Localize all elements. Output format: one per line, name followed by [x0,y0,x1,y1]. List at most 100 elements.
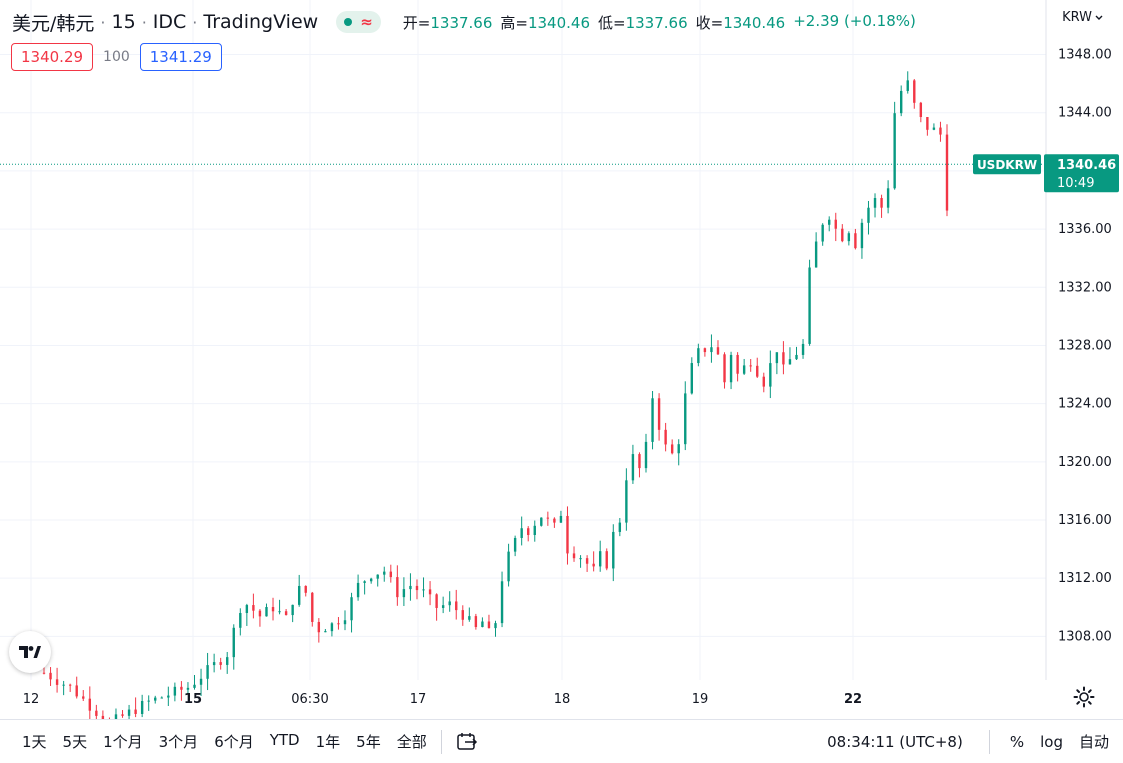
ohlc-open: 开=1337.66 [402,13,493,32]
price-tick-label: 1328.00 [1058,338,1112,353]
candle-body [880,197,883,208]
tradingview-logo-mark [19,646,41,658]
candle-body [297,585,301,605]
time-tick-label: 12 [23,692,40,707]
candle-body [500,581,504,624]
buy-price-button[interactable]: 1341.29 [139,43,222,71]
price-chart[interactable]: 1308.00 1312.00 1316.00 1320.00 1324.00 1328.… [0,0,1123,719]
candle-body [513,537,517,552]
utc-clock[interactable]: 08:34:11 (UTC+8) [827,732,963,751]
ohlc-values: 开=1337.66 高=1340.46 低=1337.66 收=1340.46 … [403,12,916,33]
price-tick-label: 1308.00 [1058,629,1112,644]
candle-body [670,444,674,454]
candle-body [369,578,373,582]
candle-body [618,522,622,532]
separator: · [141,12,147,32]
sell-price-button[interactable]: 1340.29 [11,43,94,71]
time-tick-label: 18 [554,692,571,707]
settings-gear-icon[interactable] [1073,686,1095,708]
candle-body [180,686,183,690]
candle-body [834,219,837,229]
candle-body [474,616,478,628]
candle-body [239,613,242,628]
price-tick-label: 1336.00 [1058,222,1112,237]
candle-body [343,620,347,625]
candle-body [612,531,615,569]
candle-body [376,574,379,579]
candle-body [854,233,857,249]
interval[interactable]: 15 [111,11,136,33]
range-button[interactable]: 5年 [356,733,381,751]
candle-body [788,359,792,365]
candle-body [324,631,327,633]
data-source: IDC [152,11,187,33]
candle-body [821,224,824,242]
candle-body [598,551,602,567]
candle-body [742,365,746,374]
candle-body [212,662,216,666]
ohlc-high: 高=1340.46 [500,13,590,32]
range-button[interactable]: 6个月 [214,733,254,751]
chart-grid [0,0,1046,680]
candle-body [566,515,569,554]
percent-scale-toggle[interactable]: % [1009,732,1025,751]
candle-body [271,607,275,612]
candle-body [363,581,366,583]
candle-body [226,657,229,665]
candle-body [409,585,412,590]
candle-body [775,352,779,364]
currency-selector[interactable]: KRW [1062,10,1103,25]
candle-body [585,558,589,564]
auto-scale-toggle[interactable]: 自动 [1078,733,1109,751]
symbol-tag-label: USDKRW [977,158,1037,172]
candle-body [716,347,720,355]
candle-body [801,343,805,355]
candle-body [199,678,203,685]
candle-body [592,563,595,567]
candle-body [134,709,137,714]
candle-body [127,709,131,716]
candle-body [428,589,432,595]
symbol-name[interactable]: 美元/韩元 [12,12,95,35]
candle-body [638,454,641,469]
candle-body [703,348,707,353]
candle-body [415,585,419,591]
candle-body [945,134,949,211]
range-buttons: 1天 5天 1个月 3个月 6个月 YTD 1年 5年 全部 [14,731,435,752]
candle-body [468,616,471,620]
candle-body [114,714,118,719]
candle-body [795,354,798,360]
candle-body [389,571,393,578]
go-to-date-icon[interactable] [456,732,478,752]
candle-body [75,685,78,697]
range-button[interactable]: 5天 [62,733,88,751]
market-status-badge[interactable]: ≈ [336,11,381,33]
candle-body [88,698,92,711]
time-axis: 12 15 06:30 17 18 19 22 [23,692,862,707]
price-change: +2.39 (+0.18%) [793,11,916,30]
candle-body [356,582,360,598]
candle-body [899,90,903,114]
time-tick-label: 15 [184,692,202,707]
range-button[interactable]: 1个月 [103,733,143,751]
range-button[interactable]: 全部 [396,733,427,751]
range-button[interactable]: 3个月 [158,733,199,751]
range-button[interactable]: YTD [269,731,300,749]
range-button[interactable]: 1天 [22,733,47,751]
log-scale-toggle[interactable]: log [1040,732,1063,751]
price-tick-label: 1320.00 [1058,455,1112,470]
candle-body [913,80,916,103]
candle-body [186,687,190,690]
candle-body [304,585,307,593]
tradingview-logo-icon[interactable] [9,631,51,673]
candle-body [697,348,700,364]
candle-body [62,684,65,686]
candle-body [481,621,484,628]
price-tick-label: 1344.00 [1058,106,1112,121]
time-tick-label: 22 [844,692,862,707]
last-price-tag: 1340.46 10:49 [1044,154,1119,193]
range-button[interactable]: 1年 [315,733,341,751]
candle-body [814,241,818,268]
last-price-value: 1340.46 [1057,158,1116,173]
candle-body [487,621,491,629]
